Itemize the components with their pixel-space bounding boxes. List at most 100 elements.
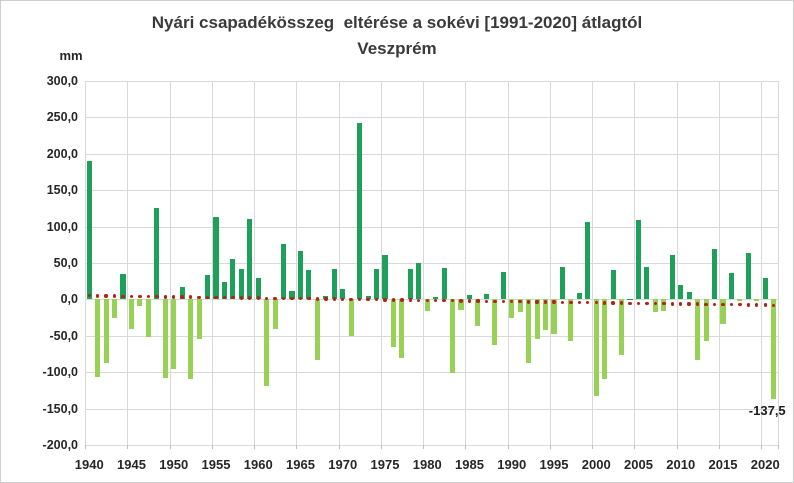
bar-2012 bbox=[695, 299, 701, 360]
bar-1952 bbox=[188, 299, 194, 380]
bar-1976 bbox=[390, 299, 396, 348]
gridline-horizontal bbox=[85, 190, 778, 192]
bar-2020 bbox=[762, 278, 768, 300]
bar-1984 bbox=[458, 299, 464, 310]
trend-dot bbox=[290, 296, 294, 301]
x-axis-tick-label: 1950 bbox=[159, 457, 189, 472]
bar-1949 bbox=[162, 299, 168, 378]
x-axis-tick bbox=[127, 445, 129, 449]
trend-dot bbox=[332, 297, 336, 301]
gridline-horizontal bbox=[85, 226, 778, 228]
x-axis-tick bbox=[338, 445, 340, 449]
trend-dot bbox=[459, 299, 463, 303]
bar-1983 bbox=[450, 299, 456, 373]
bar-1971 bbox=[348, 299, 354, 336]
trend-dot bbox=[307, 297, 311, 301]
bar-2006 bbox=[644, 266, 650, 300]
trend-dot bbox=[324, 297, 328, 301]
x-axis-tick-label: 1945 bbox=[117, 457, 146, 472]
x-axis-tick bbox=[549, 445, 551, 449]
bar-1979 bbox=[416, 263, 422, 300]
bar-2016 bbox=[728, 273, 734, 300]
bar-2021 bbox=[771, 299, 777, 400]
trend-dot bbox=[738, 303, 742, 307]
x-axis-tick-label: 1995 bbox=[539, 457, 569, 472]
bar-1981 bbox=[433, 297, 439, 300]
y-axis-tick-label: 0,0 bbox=[60, 292, 78, 307]
trend-dot bbox=[611, 301, 615, 305]
bar-2009 bbox=[669, 254, 675, 300]
x-axis-tick bbox=[85, 445, 86, 449]
bar-2005 bbox=[635, 220, 642, 300]
bar-1974 bbox=[373, 268, 380, 300]
trend-dot bbox=[729, 302, 734, 307]
trend-dot bbox=[163, 295, 167, 299]
trend-dot bbox=[476, 299, 480, 303]
trend-dot bbox=[484, 299, 489, 303]
trend-dot bbox=[341, 297, 345, 301]
trend-dot bbox=[298, 296, 303, 301]
trend-dot bbox=[366, 297, 370, 302]
x-axis-tick-label: 2020 bbox=[750, 457, 780, 472]
gridline-vertical bbox=[169, 81, 171, 445]
bar-1988 bbox=[492, 299, 498, 346]
y-axis-unit-label: mm bbox=[59, 48, 83, 63]
bar-1941 bbox=[95, 299, 101, 377]
y-axis-tick-label: 250,0 bbox=[46, 110, 78, 125]
gridline-horizontal bbox=[85, 263, 778, 264]
trend-dot bbox=[755, 303, 759, 307]
trend-dot bbox=[687, 302, 691, 306]
x-axis-tick bbox=[296, 445, 298, 449]
x-axis-tick bbox=[592, 445, 593, 449]
bar-2007 bbox=[652, 299, 658, 312]
bar-1995 bbox=[551, 299, 557, 334]
bar-1946 bbox=[137, 299, 143, 306]
bar-1942 bbox=[103, 299, 109, 363]
bar-1992 bbox=[526, 299, 532, 364]
trend-dot bbox=[408, 298, 413, 302]
bar-1957 bbox=[230, 259, 236, 300]
x-axis-tick-label: 2005 bbox=[624, 457, 653, 472]
bar-1985 bbox=[466, 295, 473, 300]
y-axis-tick-label: 300,0 bbox=[46, 74, 78, 88]
bar-2011 bbox=[686, 292, 692, 300]
x-axis-tick-label: 1975 bbox=[370, 457, 400, 472]
trend-dot bbox=[315, 297, 320, 301]
bar-1953 bbox=[196, 299, 202, 340]
bar-1965 bbox=[297, 250, 304, 300]
bar-1994 bbox=[542, 299, 549, 330]
x-axis-tick-label: 2000 bbox=[581, 457, 611, 472]
trend-dot bbox=[467, 299, 472, 303]
trend-dot bbox=[87, 294, 91, 298]
trend-dot bbox=[417, 298, 421, 302]
x-axis-tick-label: 1955 bbox=[201, 457, 231, 472]
gridline-vertical bbox=[465, 81, 467, 445]
bar-2002 bbox=[610, 269, 616, 300]
trend-dot bbox=[721, 302, 725, 307]
gridline-horizontal bbox=[85, 408, 778, 410]
trend-dot bbox=[95, 294, 100, 298]
bar-1964 bbox=[289, 290, 295, 300]
bar-1940 bbox=[86, 161, 92, 300]
trend-dot bbox=[501, 299, 505, 304]
trend-dot bbox=[197, 295, 201, 299]
bar-1966 bbox=[306, 270, 312, 300]
x-axis-tick bbox=[254, 445, 255, 449]
bar-1954 bbox=[204, 274, 211, 300]
chart-subtitle: Veszprém bbox=[357, 39, 437, 58]
bar-2017 bbox=[737, 299, 743, 301]
gridline-vertical bbox=[296, 81, 298, 445]
x-axis-tick-label: 1940 bbox=[74, 457, 104, 472]
gridline-vertical bbox=[211, 81, 213, 445]
x-axis-tick bbox=[634, 445, 636, 449]
bar-1962 bbox=[272, 299, 278, 330]
bar-1956 bbox=[221, 281, 227, 300]
trend-dot bbox=[543, 300, 548, 304]
trend-dot bbox=[273, 296, 277, 301]
trend-dot bbox=[645, 301, 649, 306]
x-axis-tick bbox=[761, 445, 762, 449]
bar-2003 bbox=[619, 299, 625, 355]
trend-dot bbox=[138, 294, 142, 299]
x-axis-tick bbox=[777, 445, 779, 449]
trend-dot bbox=[450, 299, 455, 303]
